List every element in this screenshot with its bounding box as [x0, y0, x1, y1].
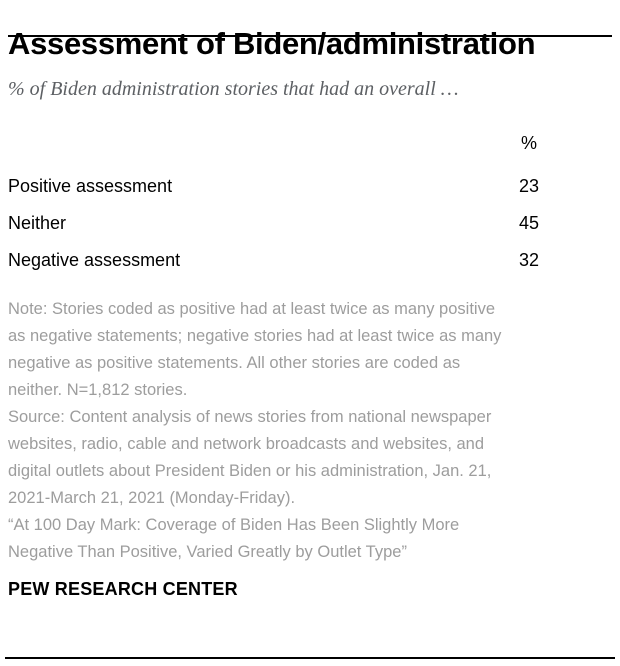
- pew-figure: Assessment of Biden/administration % of …: [0, 26, 620, 666]
- row-label-positive: Positive assessment: [8, 176, 173, 196]
- footnotes-block: Note: Stories coded as positive had at l…: [8, 296, 510, 566]
- table-row: Neither 45: [8, 205, 612, 242]
- top-divider: [8, 35, 612, 37]
- table-row: Negative assessment 32: [8, 242, 612, 279]
- assessment-table: % Positive assessment 23 Neither 45 Nega…: [8, 130, 612, 279]
- bottom-divider: [5, 657, 615, 659]
- note-text: Note: Stories coded as positive had at l…: [8, 300, 502, 399]
- row-value-positive: 23: [518, 176, 540, 196]
- figure-subtitle: % of Biden administration stories that h…: [8, 78, 459, 100]
- row-value-negative: 32: [518, 250, 540, 270]
- row-label-neither: Neither: [8, 213, 67, 233]
- page-title: Assessment of Biden/administration: [8, 26, 536, 61]
- row-value-neither: 45: [518, 213, 540, 233]
- source-text: Source: Content analysis of news stories…: [8, 408, 492, 507]
- row-label-negative: Negative assessment: [8, 250, 181, 270]
- table-row: Positive assessment 23: [8, 168, 612, 205]
- table-header-row: %: [8, 130, 612, 156]
- percent-column-header: %: [520, 132, 537, 153]
- pew-research-center-wordmark: PEW RESEARCH CENTER: [8, 579, 238, 599]
- report-title-text: “At 100 Day Mark: Coverage of Biden Has …: [8, 516, 460, 561]
